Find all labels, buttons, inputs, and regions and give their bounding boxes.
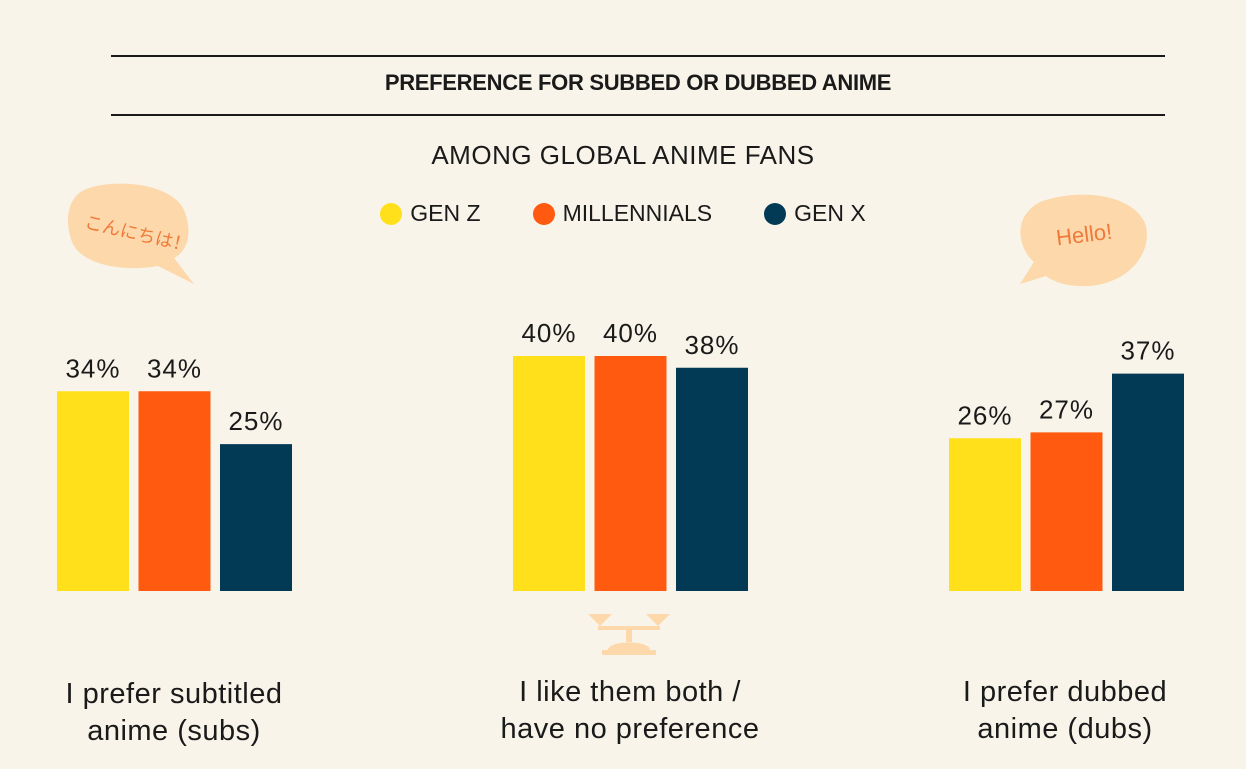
bar-millennials-cat1 bbox=[138, 391, 211, 591]
title-rule-top bbox=[111, 55, 1165, 57]
legend-swatch-millennials bbox=[532, 202, 555, 225]
legend-label-gen-z: GEN Z bbox=[410, 200, 481, 226]
data-label-gen-z-cat2: 40% bbox=[521, 318, 576, 348]
data-label-gen-z-cat3: 26% bbox=[957, 400, 1012, 430]
legend-item-gen-x: GEN X bbox=[764, 200, 866, 227]
category-label-1: I prefer subtitled anime (subs) bbox=[65, 678, 283, 747]
data-label-millennials-cat2: 40% bbox=[603, 318, 658, 348]
data-label-gen-z-cat1: 34% bbox=[65, 353, 120, 383]
legend-item-millennials: MILLENNIALS bbox=[532, 200, 713, 227]
data-label-millennials-cat1: 34% bbox=[147, 353, 202, 383]
data-label-gen-x-cat2: 38% bbox=[684, 330, 739, 360]
bar-gen-z-cat1 bbox=[57, 391, 129, 591]
bar-gen-x-cat2 bbox=[676, 367, 748, 591]
data-label-gen-x-cat3: 37% bbox=[1120, 336, 1175, 366]
bar-millennials-cat3 bbox=[1030, 432, 1103, 591]
category-label-3: I prefer dubbed anime (dubs) bbox=[962, 676, 1168, 745]
balance-scale-icon bbox=[588, 614, 670, 655]
bar-gen-z-cat2 bbox=[513, 356, 585, 591]
chart-subtitle: AMONG GLOBAL ANIME FANS bbox=[431, 140, 815, 170]
bar-gen-z-cat3 bbox=[949, 438, 1021, 591]
legend: GEN Z MILLENNIALS GEN X bbox=[0, 200, 1246, 227]
legend-label-gen-x: GEN X bbox=[794, 200, 866, 226]
title-rule-bottom bbox=[111, 114, 1165, 116]
bar-millennials-cat2 bbox=[594, 356, 667, 591]
data-label-gen-x-cat1: 25% bbox=[228, 406, 283, 436]
chart-title: PREFERENCE FOR SUBBED OR DUBBED ANIME bbox=[384, 70, 892, 95]
data-label-millennials-cat3: 27% bbox=[1039, 394, 1094, 424]
category-label-2: I like them both / have no preference bbox=[500, 676, 760, 745]
bar-gen-x-cat1 bbox=[220, 444, 292, 591]
legend-item-gen-z: GEN Z bbox=[380, 200, 481, 227]
speech-bubble-left-icon bbox=[68, 183, 194, 284]
bar-gen-x-cat3 bbox=[1112, 373, 1184, 591]
legend-swatch-gen-z bbox=[380, 202, 403, 225]
legend-swatch-gen-x bbox=[764, 202, 787, 225]
legend-label-millennials: MILLENNIALS bbox=[562, 200, 713, 226]
speech-bubble-right-icon bbox=[1020, 194, 1147, 287]
